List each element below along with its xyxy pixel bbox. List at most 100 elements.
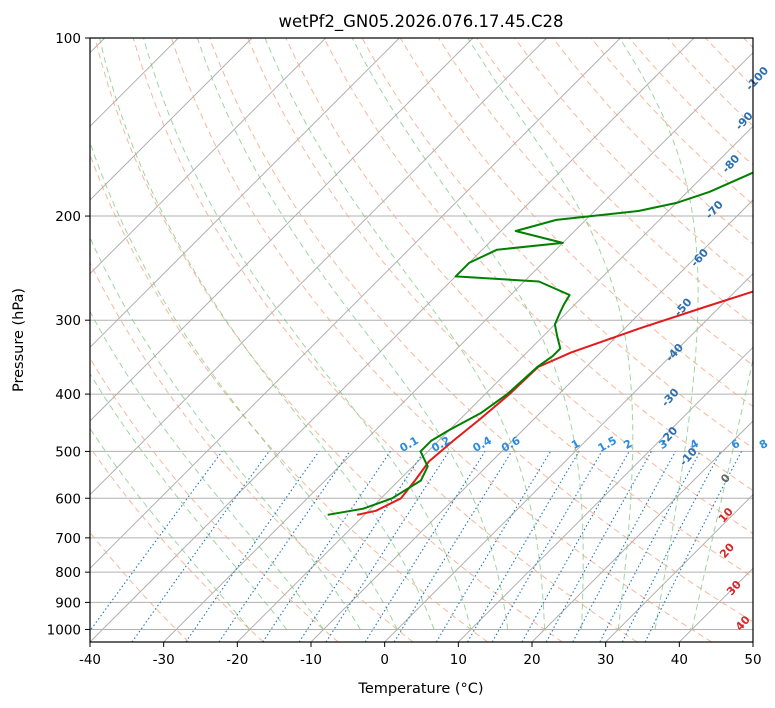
mixing-ratio-line <box>521 451 630 642</box>
dry-adiabat-line <box>476 38 753 326</box>
dry-adiabat-line <box>323 38 753 492</box>
plot-frame <box>89 37 754 643</box>
isotherm-line <box>90 38 400 349</box>
mixing-ratio-line <box>218 451 351 642</box>
y-tick-label: 600 <box>55 491 81 507</box>
mixing-ratio-line <box>90 451 223 632</box>
dry-adiabat-line <box>90 357 339 642</box>
isotherm-line <box>752 641 753 642</box>
isotherm-line <box>457 346 753 642</box>
isotherm-line <box>236 125 753 642</box>
isotherm-line <box>90 38 253 201</box>
mixing-ratio-line <box>298 451 425 642</box>
y-tick-label: 800 <box>55 565 81 581</box>
moist-adiabat-label: 0 <box>718 471 733 486</box>
moist-adiabat-label: -80 <box>719 152 742 176</box>
mixing-ratio-line <box>621 451 722 642</box>
background-lines <box>90 38 753 642</box>
moist-adiabat-line <box>264 38 545 630</box>
mixing-ratio-line <box>262 451 391 642</box>
x-tick-label: 50 <box>744 652 761 668</box>
moist-adiabat-line <box>196 38 509 630</box>
isotherm-line <box>90 38 695 642</box>
x-tick-label: -20 <box>226 652 248 668</box>
isotherm-line <box>90 38 548 496</box>
iso-labels: 0.10.20.40.611.52346810131620253036-100-… <box>398 64 772 634</box>
dry-adiabat-line <box>94 38 563 642</box>
dry-adiabat-line <box>90 261 414 642</box>
mixing-ratio-line <box>545 451 652 642</box>
isotherm-line <box>384 272 753 642</box>
dry-adiabat-line <box>743 38 753 49</box>
mixing-ratio-line <box>131 451 270 642</box>
dry-adiabat-line <box>132 38 638 642</box>
chart-title: wetPf2_GN05.2026.076.17.45.C28 <box>279 12 564 32</box>
mixing-ratio-line <box>644 451 742 642</box>
mixing-ratio-line <box>599 451 701 642</box>
dry-adiabat-line <box>170 38 712 642</box>
moist-adiabat-label: -60 <box>688 246 711 270</box>
moist-adiabat-line <box>619 38 699 630</box>
x-tick-label: 20 <box>523 652 540 668</box>
moist-adiabat-line <box>351 38 584 630</box>
x-tick-label: -10 <box>300 652 322 668</box>
isotherm-line <box>90 38 474 422</box>
x-tick-label: 0 <box>380 652 389 668</box>
x-tick-label: -40 <box>79 652 101 668</box>
mixing-ratio-label: 1 <box>569 437 582 452</box>
y-tick-label: 900 <box>55 595 81 611</box>
dry-adiabat-line <box>90 531 190 642</box>
dry-adiabat-label: 10 <box>716 505 736 525</box>
moist-adiabat-label: -30 <box>659 386 682 410</box>
x-tick-label: 30 <box>597 652 614 668</box>
temperature-profile <box>356 290 753 516</box>
dry-adiabat-line <box>90 446 264 642</box>
dry-adiabat-line <box>590 38 753 206</box>
y-tick-label: 700 <box>55 531 81 547</box>
moist-adiabat-line <box>691 356 753 630</box>
mixing-ratio-line <box>393 451 513 642</box>
isotherm-line <box>90 38 621 570</box>
isotherm-line <box>90 38 327 275</box>
moist-adiabat-line <box>90 140 398 630</box>
moist-adiabat-label: -100 <box>743 64 771 93</box>
y-tick-label: 1000 <box>47 622 81 638</box>
dry-adiabat-line <box>285 38 753 535</box>
moist-adiabat-label: -50 <box>672 295 695 319</box>
x-axis-title: Temperature (°C) <box>357 681 483 697</box>
x-axis: -40 -30 -20 -10 0 10 20 30 40 50 <box>79 642 762 668</box>
isotherm-line <box>605 493 753 642</box>
dewpoint-profile <box>327 171 753 516</box>
moist-adiabat-line <box>90 236 361 630</box>
y-axis-title: Pressure (hPa) <box>11 288 27 392</box>
isotherm-line <box>531 420 753 642</box>
dry-adiabat-line <box>247 38 753 578</box>
mixing-ratio-line <box>364 451 486 642</box>
mixing-ratio-label: 8 <box>757 437 770 452</box>
moist-adiabat-line <box>99 38 435 630</box>
y-axis: 100 200 300 400 500 600 700 800 900 1000 <box>47 31 90 638</box>
y-tick-label: 300 <box>55 313 81 329</box>
y-tick-label: 100 <box>55 31 81 47</box>
dry-adiabat-line <box>90 153 488 642</box>
x-tick-label: -30 <box>153 652 175 668</box>
mixing-ratio-line <box>325 451 450 642</box>
isotherm-line <box>163 51 753 642</box>
profiles <box>327 171 753 516</box>
mixing-ratio-line <box>572 451 676 642</box>
mixing-ratio-line <box>185 451 320 642</box>
moist-adiabat-line <box>90 310 324 630</box>
dry-adiabat-line <box>209 38 753 623</box>
moist-adiabat-line <box>90 372 288 630</box>
dry-adiabat-line <box>514 38 753 285</box>
moist-adiabat-line <box>90 427 251 630</box>
y-tick-label: 400 <box>55 387 81 403</box>
moist-adiabat-line <box>142 38 472 630</box>
y-tick-label: 200 <box>55 209 81 225</box>
mixing-ratio-line <box>435 451 552 642</box>
x-tick-label: 40 <box>671 652 688 668</box>
moist-adiabat-line <box>467 38 634 630</box>
dry-adiabat-label: 20 <box>717 540 737 560</box>
dry-adiabat-label: 40 <box>733 613 753 633</box>
y-tick-label: 500 <box>55 444 81 460</box>
